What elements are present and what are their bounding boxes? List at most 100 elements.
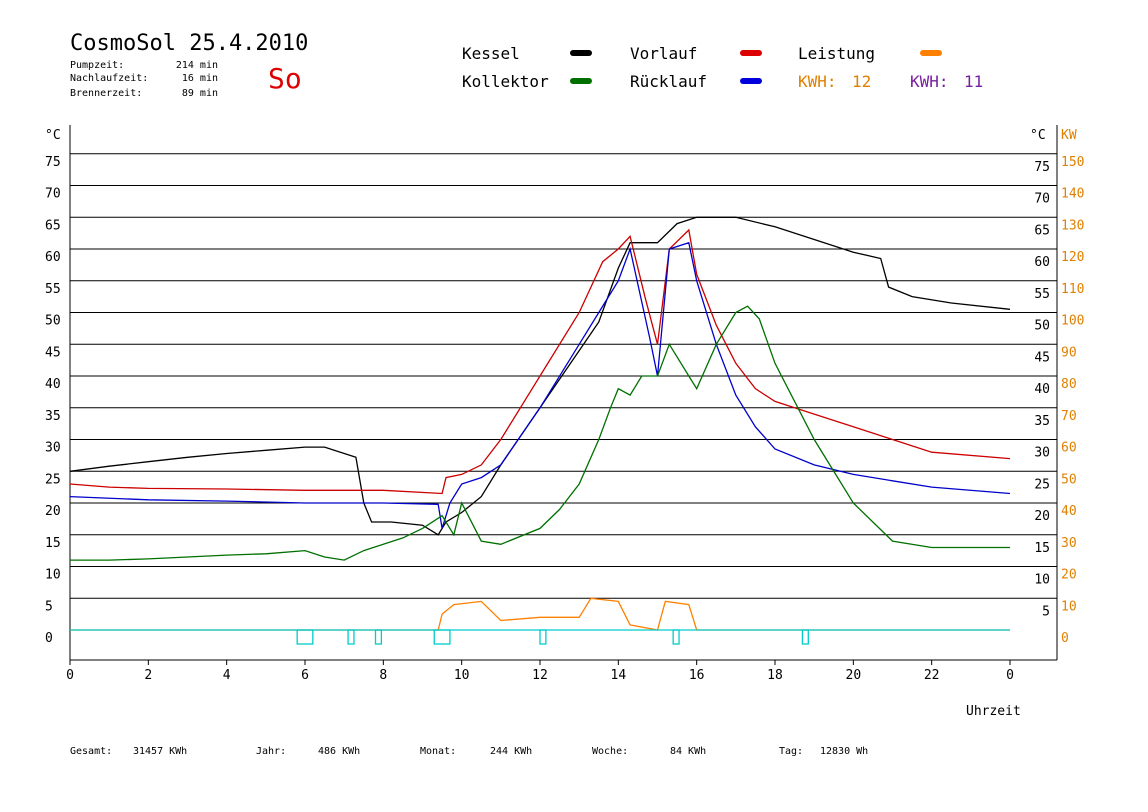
legend-kwh2-value: 11 <box>964 72 983 91</box>
y-left-tick-label: 60 <box>45 250 61 265</box>
series-line-kollektor <box>70 305 1010 561</box>
y-left-tick-label: 45 <box>45 345 61 360</box>
footer-gesamt-value: 31457 KWh <box>133 746 187 757</box>
legend-kollektor-swatch <box>570 78 592 84</box>
y-left-tick-label: 30 <box>45 441 61 456</box>
series-line-vorlauf <box>69 228 1011 495</box>
y-left-tick-label: 20 <box>45 504 61 519</box>
y-left-tick-label: 50 <box>45 314 61 329</box>
legend-leistung-swatch <box>920 50 942 56</box>
y-right-temp-tick-label: 30 <box>1034 446 1050 461</box>
y-left-tick-label: 35 <box>45 409 61 424</box>
y-left-tick-label: 65 <box>45 218 61 233</box>
x-tick-label: 18 <box>767 668 783 683</box>
stat-label-brenner: Brennerzeit: <box>70 88 142 99</box>
footer-woche-value: 84 KWh <box>670 746 706 757</box>
y-right-temp-unit: °C <box>1030 128 1046 143</box>
x-tick-label: 6 <box>301 668 309 683</box>
y-right-power-tick-label: 70 <box>1061 409 1077 424</box>
y-right-power-unit: KW <box>1061 128 1077 143</box>
y-right-temp-tick-label: 45 <box>1034 350 1050 365</box>
y-left-tick-label: 75 <box>45 155 61 170</box>
pump-pulse <box>433 629 451 645</box>
footer-tag-label: Tag: <box>779 746 803 757</box>
y-right-power-tick-label: 150 <box>1061 155 1084 170</box>
y-right-power-tick-label: 60 <box>1061 441 1077 456</box>
footer-tag-value: 12830 Wh <box>820 746 868 757</box>
y-right-power-tick-label: 10 <box>1061 599 1077 614</box>
y-left-tick-label: 5 <box>45 599 53 614</box>
stat-label-pump: Pumpzeit: <box>70 60 124 71</box>
legend-kwh2-label: KWH: <box>910 72 949 91</box>
x-tick-label: 22 <box>924 668 940 683</box>
x-tick-label: 0 <box>1006 668 1014 683</box>
y-left-tick-label: 40 <box>45 377 61 392</box>
stat-value-nachlauf: 16 min <box>182 73 218 84</box>
y-right-temp-tick-label: 55 <box>1034 287 1050 302</box>
chart-title: CosmoSol 25.4.2010 <box>70 31 308 56</box>
legend-vorlauf-swatch <box>740 50 762 56</box>
y-right-power-tick-label: 120 <box>1061 250 1084 265</box>
pump-pulse <box>672 629 680 645</box>
y-left-tick-label: 15 <box>45 536 61 551</box>
y-left-tick-label: 25 <box>45 472 61 487</box>
y-left-unit: °C <box>45 128 61 143</box>
y-right-power-tick-label: 50 <box>1061 472 1077 487</box>
y-right-temp-tick-label: 60 <box>1034 255 1050 270</box>
legend-kessel: Kessel <box>462 44 520 63</box>
pump-pulse <box>801 629 809 645</box>
series-line-leistung <box>70 597 1010 631</box>
y-right-temp-tick-label: 35 <box>1034 414 1050 429</box>
y-right-temp-tick-label: 50 <box>1034 319 1050 334</box>
legend-kwh1-label: KWH: <box>798 72 837 91</box>
y-right-temp-tick-label: 15 <box>1034 541 1050 556</box>
y-right-power-tick-label: 90 <box>1061 345 1077 360</box>
day-label: So <box>268 62 302 95</box>
y-right-temp-tick-label: 5 <box>1042 604 1050 619</box>
y-right-temp-tick-label: 20 <box>1034 509 1050 524</box>
stat-value-pump: 214 min <box>176 60 218 71</box>
y-right-power-tick-label: 20 <box>1061 568 1077 583</box>
y-right-power-tick-label: 80 <box>1061 377 1077 392</box>
y-right-temp-tick-label: 10 <box>1034 573 1050 588</box>
legend-leistung: Leistung <box>798 44 875 63</box>
pump-pulse <box>347 629 355 645</box>
y-left-tick-label: 55 <box>45 282 61 297</box>
x-tick-label: 10 <box>454 668 470 683</box>
pump-pulse <box>539 629 547 645</box>
footer-jahr-value: 486 KWh <box>318 746 360 757</box>
footer-monat-value: 244 KWh <box>490 746 532 757</box>
y-left-tick-label: 10 <box>45 568 61 583</box>
x-axis-label: Uhrzeit <box>966 704 1021 719</box>
x-tick-label: 16 <box>689 668 705 683</box>
x-tick-label: 4 <box>223 668 231 683</box>
stat-value-brenner: 89 min <box>182 88 218 99</box>
pump-pulse <box>296 629 314 645</box>
footer-jahr-label: Jahr: <box>256 746 286 757</box>
y-right-temp-tick-label: 25 <box>1034 477 1050 492</box>
y-right-power-tick-label: 40 <box>1061 504 1077 519</box>
y-right-temp-tick-label: 40 <box>1034 382 1050 397</box>
x-tick-label: 0 <box>66 668 74 683</box>
y-right-temp-tick-label: 75 <box>1034 160 1050 175</box>
footer-woche-label: Woche: <box>592 746 628 757</box>
y-left-tick-label: 0 <box>45 631 53 646</box>
x-tick-label: 8 <box>379 668 387 683</box>
x-tick-label: 12 <box>532 668 548 683</box>
legend-kessel-swatch <box>570 50 592 56</box>
series-line-rcklauf <box>69 241 1011 529</box>
legend-ruecklauf-swatch <box>740 78 762 84</box>
pump-pulse <box>374 629 383 645</box>
y-left-tick-label: 70 <box>45 187 61 202</box>
y-right-power-tick-label: 110 <box>1061 282 1084 297</box>
x-tick-label: 20 <box>846 668 862 683</box>
y-right-temp-tick-label: 65 <box>1034 223 1050 238</box>
y-right-power-tick-label: 0 <box>1061 631 1069 646</box>
legend-kollektor: Kollektor <box>462 72 549 91</box>
x-tick-label: 14 <box>611 668 627 683</box>
stat-label-nachlauf: Nachlaufzeit: <box>70 73 148 84</box>
y-right-power-tick-label: 130 <box>1061 218 1084 233</box>
y-right-power-tick-label: 100 <box>1061 314 1084 329</box>
y-right-power-tick-label: 140 <box>1061 187 1084 202</box>
